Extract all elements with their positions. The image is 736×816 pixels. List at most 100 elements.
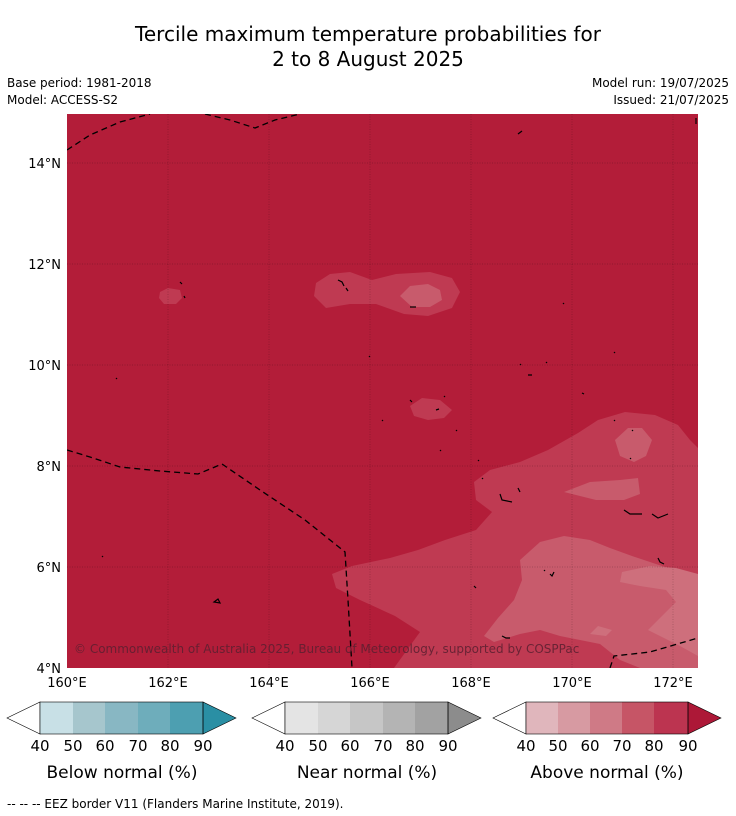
colorbar-near-bin <box>350 702 383 734</box>
island <box>657 557 665 565</box>
map-title: Tercile maximum temperature probabilitie… <box>0 22 736 72</box>
colorbar-near-bin <box>383 702 415 734</box>
islands <box>101 118 697 639</box>
island <box>613 351 616 354</box>
eez-footnote: -- -- -- EEZ border V11 (Flanders Marine… <box>7 797 344 811</box>
lon-axis-labels: 160°E 162°E 164°E 166°E 168°E 170°E 172°… <box>47 676 693 691</box>
contour-70-blob-small <box>159 288 182 304</box>
colorbar-above-tick: 80 <box>644 737 663 755</box>
colorbar-above-tick: 70 <box>612 737 631 755</box>
colorbar-near-min-arrow <box>251 701 286 735</box>
colorbar-below-bin <box>105 702 138 734</box>
island <box>543 569 555 578</box>
island <box>179 281 186 299</box>
colorbar-below-tick: 80 <box>160 737 179 755</box>
contour-70-blob-mid <box>410 398 452 420</box>
contour-50-southeast <box>620 566 698 656</box>
model-name: Model: ACCESS-S2 <box>7 93 119 107</box>
colorbar-near-tick: 70 <box>373 737 392 755</box>
lat-label-10n: 10°N <box>28 359 61 374</box>
lat-label-12n: 12°N <box>28 258 61 273</box>
lat-label-4n: 4°N <box>37 662 62 677</box>
colorbar-above-min-arrow <box>492 701 527 735</box>
lon-label-162e: 162°E <box>148 676 188 691</box>
colorbar-near-tick: 60 <box>340 737 359 755</box>
island <box>409 395 446 411</box>
eez-border-southeast <box>609 637 698 668</box>
lon-label-168e: 168°E <box>451 676 491 691</box>
colorbar-below: 40 50 60 70 80 90 Below normal (%) <box>6 701 237 783</box>
island <box>581 392 585 395</box>
island <box>477 459 484 480</box>
meta-right: Model run: 19/07/2025 Issued: 21/07/2025 <box>592 75 729 109</box>
colorbar-above-max-outline <box>687 701 722 735</box>
island <box>337 279 349 292</box>
probability-contours <box>159 272 698 668</box>
colorbar-above-bin <box>590 702 622 734</box>
colorbar-below-tick: 50 <box>63 737 82 755</box>
colorbar-below-min-arrow <box>6 701 41 735</box>
colorbar-above-tick: 60 <box>580 737 599 755</box>
colorbar-below-bin <box>73 702 105 734</box>
contour-60-east-band <box>564 478 640 500</box>
colorbar-below-tick: 90 <box>193 737 212 755</box>
colorbar-near-tick: 80 <box>405 737 424 755</box>
lon-label-166e: 166°E <box>350 676 390 691</box>
colorbar-near-tick: 50 <box>308 737 327 755</box>
colorbar-above-tick: 40 <box>516 737 535 755</box>
gridlines <box>67 114 698 668</box>
eez-border-north-2 <box>204 114 301 129</box>
colorbar-below-tick: 40 <box>30 737 49 755</box>
title-line-2: 2 to 8 August 2025 <box>272 47 464 71</box>
lon-label-170e: 170°E <box>552 676 592 691</box>
colorbar-below-bin <box>138 702 170 734</box>
lon-label-160e: 160°E <box>47 676 87 691</box>
island <box>623 509 669 519</box>
colorbar-above-bin <box>654 702 688 734</box>
colorbar-below-tick: 70 <box>128 737 147 755</box>
lat-axis-labels: 14°N 12°N 10°N 8°N 6°N 4°N <box>28 157 61 677</box>
colorbar-below-bin <box>40 702 73 734</box>
colorbar-above-bin <box>558 702 590 734</box>
colorbar-above-tick: 50 <box>548 737 567 755</box>
island <box>473 585 477 589</box>
model-run: Model run: 19/07/2025 <box>591 76 729 90</box>
lat-label-8n: 8°N <box>37 460 62 475</box>
copyright-text: © Commonwealth of Australia 2025, Bureau… <box>74 642 579 656</box>
colorbar-below-label: Below normal (%) <box>47 763 198 783</box>
lat-label-6n: 6°N <box>37 561 62 576</box>
issued-date: Issued: 21/07/2025 <box>613 93 729 107</box>
colorbar-near-label: Near normal (%) <box>297 763 437 783</box>
island <box>562 302 565 305</box>
colorbar-below-max-outline <box>202 701 237 735</box>
island <box>613 419 634 460</box>
contour-60-north <box>400 284 442 307</box>
colorbar-near-max-arrow <box>448 702 481 734</box>
colorbar-below-max-arrow <box>203 702 236 734</box>
title-line-1: Tercile maximum temperature probabilitie… <box>135 22 601 46</box>
colorbar-near-tick: 40 <box>275 737 294 755</box>
colorbar-above-bin <box>622 702 654 734</box>
lat-label-14n: 14°N <box>28 157 61 172</box>
island <box>115 377 118 380</box>
colorbar-near-bin <box>285 702 318 734</box>
eez-border-west <box>67 449 353 668</box>
colorbar-above-label: Above normal (%) <box>530 763 683 783</box>
eez-border-north <box>67 114 151 151</box>
island <box>499 487 521 503</box>
eez-borders <box>67 114 698 668</box>
lon-label-172e: 172°E <box>653 676 693 691</box>
lon-label-164e: 164°E <box>249 676 289 691</box>
colorbar-near-tick: 90 <box>438 737 457 755</box>
contour-50-spot <box>590 626 612 636</box>
colorbar-near-bin <box>415 702 448 734</box>
colorbar-below-tick: 60 <box>95 737 114 755</box>
colorbar-near: 40 50 60 70 80 90 Near normal (%) <box>251 701 482 783</box>
meta-left: Base period: 1981-2018 Model: ACCESS-S2 <box>7 75 152 109</box>
colorbar-below-bin <box>170 702 203 734</box>
island <box>519 361 548 376</box>
island <box>212 598 222 604</box>
contour-60-east-upper <box>615 428 652 462</box>
colorbar-above-tick: 90 <box>678 737 697 755</box>
